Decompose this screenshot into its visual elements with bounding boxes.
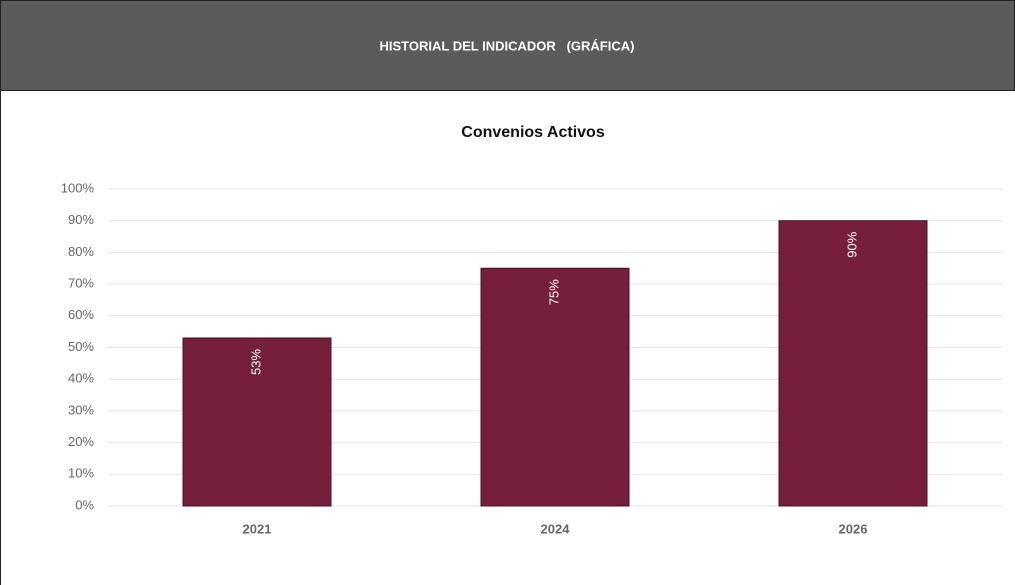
y-tick-label: 100% (61, 180, 95, 195)
data-label: 75% (546, 279, 561, 305)
data-label: 90% (844, 231, 859, 257)
chart-title: Convenios Activos (461, 124, 605, 141)
y-tick-label: 20% (68, 434, 94, 449)
y-tick-label: 60% (68, 307, 94, 322)
bar (778, 220, 928, 507)
y-tick-label: 70% (68, 276, 94, 291)
y-tick-label: 90% (68, 212, 94, 227)
bar (480, 267, 630, 507)
y-tick-label: 10% (68, 466, 94, 481)
y-tick-label: 40% (68, 371, 94, 386)
x-tick-label: 2026 (839, 521, 868, 536)
y-tick-label: 80% (68, 244, 94, 259)
bar (182, 337, 332, 507)
y-tick-label: 30% (68, 402, 94, 417)
x-tick-label: 2024 (541, 521, 571, 536)
header-bar (0, 0, 1015, 91)
header-title: HISTORIAL DEL INDICADOR (GRÁFICA) (380, 38, 635, 53)
y-tick-label: 0% (75, 497, 94, 512)
x-tick-label: 2021 (243, 521, 272, 536)
y-tick-label: 50% (68, 339, 94, 354)
data-label: 53% (248, 349, 263, 375)
